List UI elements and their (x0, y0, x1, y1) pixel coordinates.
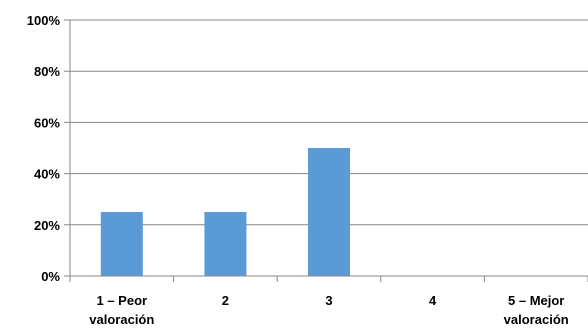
x-category-label: 3 (325, 293, 332, 308)
x-category-label: valoración (89, 312, 154, 327)
y-tick-label: 100% (27, 13, 61, 28)
x-category-label: valoración (504, 312, 569, 327)
y-tick-label: 40% (34, 167, 60, 182)
x-axis-category-labels: 1 – Peor valoración 2 3 4 5 – Mejor valoración (89, 293, 568, 327)
x-category-label: 5 – Mejor (508, 293, 564, 308)
bar (204, 212, 247, 276)
bar (100, 212, 143, 276)
bars (100, 148, 350, 276)
x-category-label: 4 (429, 293, 437, 308)
x-category-label: 1 – Peor (97, 293, 148, 308)
y-axis-tick-labels: 0% 20% 40% 60% 80% 100% (27, 13, 70, 284)
bar (308, 148, 350, 276)
y-tick-label: 20% (34, 218, 60, 233)
y-tick-label: 80% (34, 64, 60, 79)
gridlines (70, 19, 588, 226)
y-tick-label: 0% (41, 269, 60, 284)
x-axis (69, 20, 588, 282)
y-tick-label: 60% (34, 115, 60, 130)
x-category-label: 2 (222, 293, 229, 308)
